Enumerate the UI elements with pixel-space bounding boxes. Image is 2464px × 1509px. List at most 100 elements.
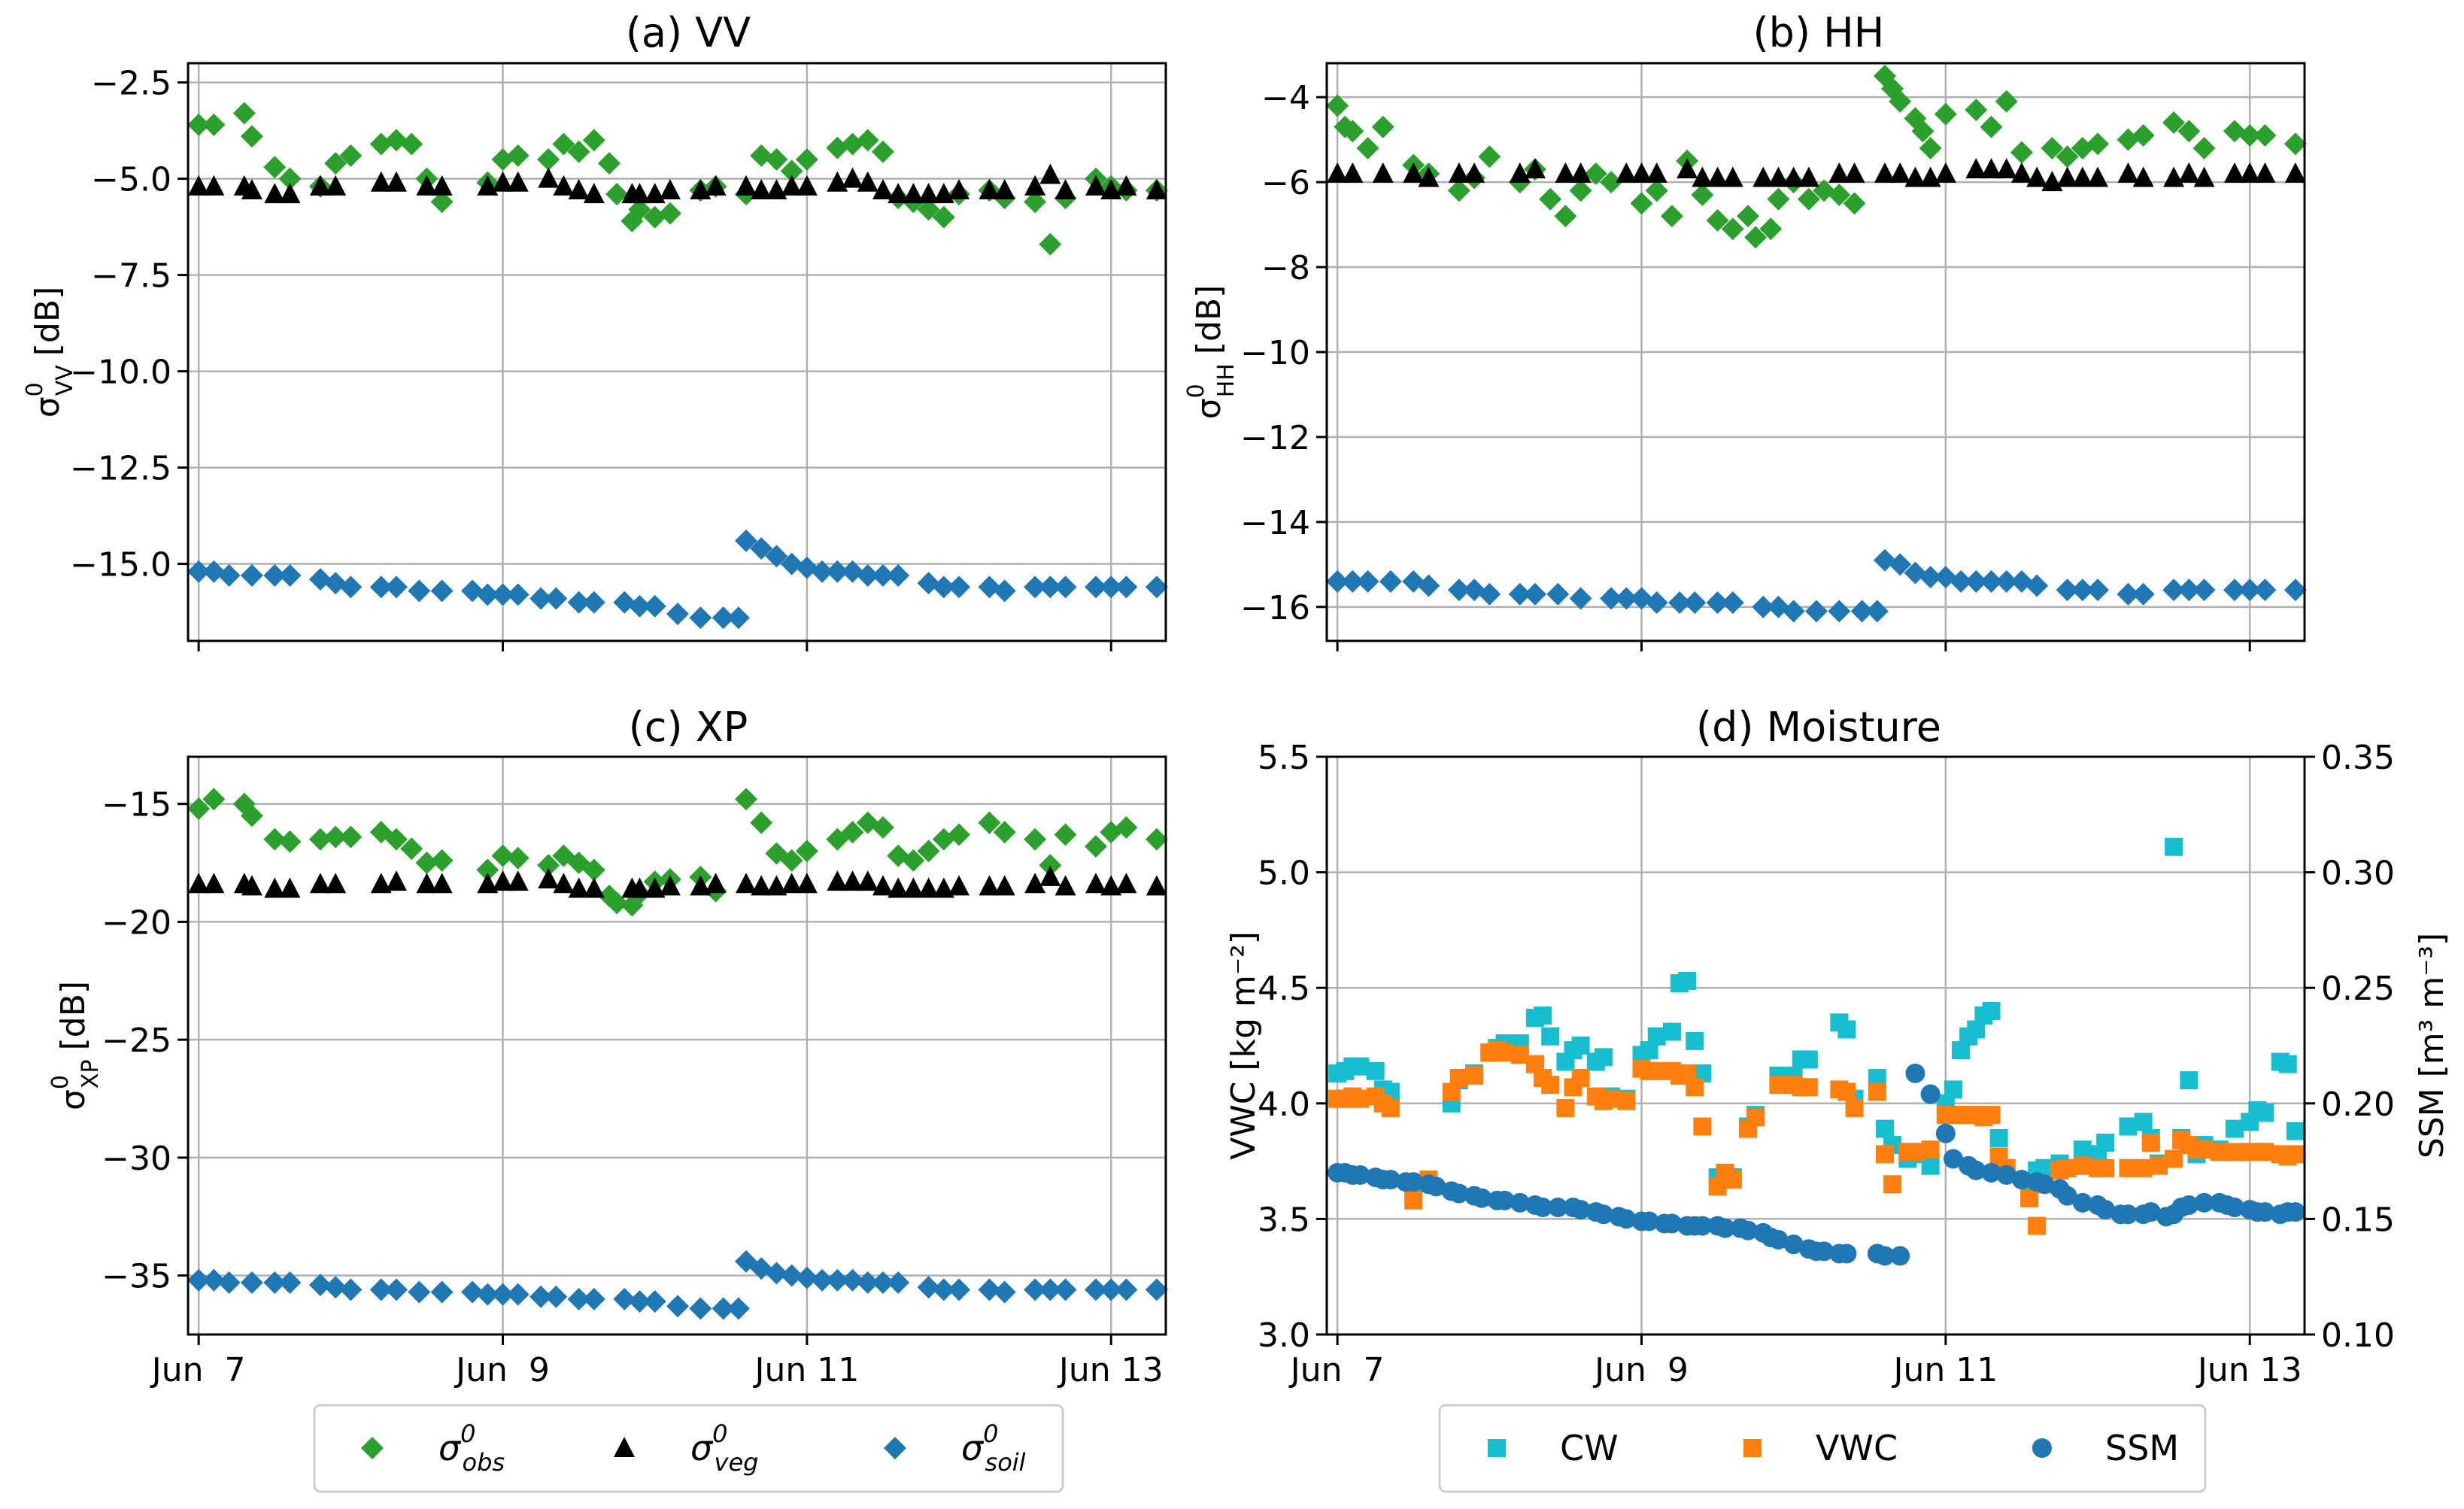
panel-c-sigma0-veg-point	[1085, 873, 1106, 894]
panel-b-sigma0-obs-point	[1919, 136, 1942, 159]
panel-d-vwc-point	[1723, 1170, 1742, 1189]
panel-d-ssm-point	[2224, 1198, 2244, 1218]
panel-a-sigma0-veg-point	[241, 178, 262, 199]
panel-c-sigma0-obs-point	[1039, 854, 1062, 877]
panel-b-sigma0-veg-point	[1418, 166, 1440, 187]
panel-a-sigma0-soil-point	[217, 563, 241, 587]
panel-b-sigma0-veg-point	[1722, 166, 1743, 187]
panel-c-sigma0-veg-point	[507, 870, 529, 891]
panel-a-sigma0-obs-point	[841, 132, 864, 156]
panel-d-ssm-point	[1616, 1209, 1637, 1229]
panel-d-ylabel: VWC [kg m⁻²]	[1224, 931, 1263, 1160]
panel-c-sigma0-soil-point	[1100, 1278, 1123, 1301]
panel-a-sigma0-veg-point	[1115, 175, 1137, 196]
panel-b-sigma0-veg-point	[2223, 162, 2245, 183]
legend-ssm-label: SSM	[2105, 1428, 2179, 1468]
panel-c-sigma0-veg-point	[553, 873, 575, 894]
panel-a-sigma0-veg-point	[325, 175, 347, 196]
panel-a-sigma0-soil-point	[567, 591, 590, 614]
panel-d-xtick-label: Jun 9	[1592, 1351, 1689, 1389]
panel-b-sigma0-veg-point	[1570, 162, 1592, 183]
panel-d-ssm-point	[2255, 1202, 2275, 1222]
panel-c-sigma0-soil-point	[567, 1287, 590, 1310]
panel-d-vwc-point	[2096, 1158, 2115, 1177]
panel-a-sigma0-obs-point	[582, 129, 605, 152]
panel-d-ssm-point	[1548, 1198, 1568, 1218]
panel-d-cw-point	[2180, 1071, 2198, 1090]
legend-veg-marker	[614, 1437, 635, 1457]
panel-d-vwc-point	[1404, 1191, 1423, 1210]
legend-cw-label: CW	[1560, 1428, 1619, 1468]
panel-b-sigma0-soil-point	[1600, 587, 1623, 610]
panel-a-sigma0-veg-point	[644, 183, 666, 204]
panel-d-ssm-point	[2057, 1186, 2077, 1206]
panel-d-moisture: (d) Moisture Jun 7 Jun 9 Jun 11 Jun 13 3.0 3.…	[1224, 703, 2451, 1389]
panel-b-hh: (b) HH −4 −6 −8 −10 −12 −14 −16 σ0 HH [dB]	[1183, 9, 2307, 651]
panel-d-ticks: Jun 7 Jun 9 Jun 11 Jun 13 3.0 3.5 4.0 4.5 5.0 5.5…	[1258, 739, 2395, 1389]
panel-d-vwc-point	[2256, 1143, 2274, 1161]
panel-a-sigma0-veg-point	[370, 171, 392, 192]
panel-d-ssm-point	[1692, 1216, 1713, 1236]
panel-b-sigma0-soil-point	[2192, 578, 2216, 602]
panel-b-sigma0-obs-point	[1797, 187, 1820, 211]
panel-a-sigma0-obs-point	[491, 148, 514, 171]
panel-b-sigma0-soil-point	[2283, 578, 2307, 602]
panel-c-sigma0-veg-point	[416, 873, 438, 894]
panel-c-sigma0-obs-point	[491, 844, 514, 867]
panel-d-ytick-label: 4.0	[1258, 1085, 1310, 1124]
panel-c-sigma0-obs-point	[871, 816, 894, 840]
panel-b-sigma0-veg-point	[2163, 166, 2185, 187]
panel-d-cw-point	[1837, 1020, 1856, 1039]
panel-a-sigma0-soil-point	[1039, 575, 1062, 599]
panel-b-sigma0-obs-point	[1630, 192, 1653, 215]
panel-a-sigma0-veg-point	[309, 175, 331, 196]
panel-b-sigma0-obs-point	[1828, 184, 1851, 207]
panel-c-sigma0-soil-point	[339, 1278, 363, 1301]
panel-c-sigma0-soil-point	[826, 1268, 849, 1292]
panel-b-sigma0-veg-point	[1677, 158, 1698, 179]
panel-d-cw-point	[2225, 1119, 2244, 1138]
panel-b-sigma0-veg-point	[1327, 162, 1349, 183]
panel-a-sigma0-obs-point	[826, 136, 849, 159]
panel-b-sigma0-veg-point	[1555, 162, 1576, 183]
panel-a-sigma0-veg-point	[979, 178, 1000, 199]
panel-a-ytick-label: −15.0	[70, 546, 171, 584]
panel-b-ytick-label: −8	[1261, 249, 1310, 287]
panel-b-sigma0-veg-point	[1965, 158, 1987, 179]
panel-d-cw-point	[2278, 1055, 2297, 1073]
panel-b-sigma0-obs-point	[1554, 205, 1577, 228]
panel-b-sigma0-obs-point	[1569, 179, 1592, 202]
panel-d-ssm-point	[1890, 1246, 1910, 1266]
panel-a-sigma0-veg-point	[933, 183, 954, 204]
panel-d-vwc-point	[2165, 1149, 2183, 1168]
panel-a-sigma0-soil-point	[369, 575, 393, 599]
panel-a-sigma0-obs-point	[506, 144, 530, 167]
panel-b-sigma0-soil-point	[1668, 591, 1692, 615]
panel-d-ssm-point	[1996, 1165, 2016, 1186]
panel-b-sigma0-veg-point	[1646, 162, 1667, 183]
panel-c-sigma0-soil-point	[308, 1274, 332, 1297]
panel-a-ytick-label: −2.5	[91, 65, 171, 103]
panel-d-y2label: SSM [m³ m⁻³]	[2413, 933, 2451, 1158]
panel-b-sigma0-obs-point	[2177, 120, 2201, 143]
panel-d-vwc-point	[2028, 1216, 2047, 1235]
panel-b-sigma0-soil-point	[1569, 587, 1592, 610]
panel-d-cw-point	[1921, 1156, 1940, 1175]
panel-d-vwc-point	[1868, 1082, 1886, 1101]
panel-a-sigma0-soil-point	[689, 606, 712, 630]
panel-d-ssm-point	[2118, 1204, 2138, 1225]
panel-d-vwc-point	[1921, 1140, 1940, 1159]
panel-c-sigma0-veg-point	[1100, 875, 1122, 896]
panel-d-frame	[1325, 755, 2306, 1336]
panel-c-sigma0-soil-point	[408, 1280, 431, 1304]
panel-d-ssm-point	[1533, 1198, 1553, 1218]
panel-c-sigma0-soil-point	[240, 1271, 263, 1295]
panel-d-vwc-point	[1351, 1089, 1370, 1108]
panel-c-sigma0-soil-point	[506, 1283, 530, 1306]
panel-c-sigma0-veg-point	[309, 873, 331, 894]
panel-c-frame	[187, 755, 1167, 1336]
panel-c-sigma0-obs-point	[948, 823, 971, 846]
panel-a-sigma0-soil-point	[530, 587, 553, 610]
panel-b-sigma0-obs-point	[1934, 102, 1957, 126]
legend-vwc-label: VWC	[1816, 1428, 1898, 1468]
